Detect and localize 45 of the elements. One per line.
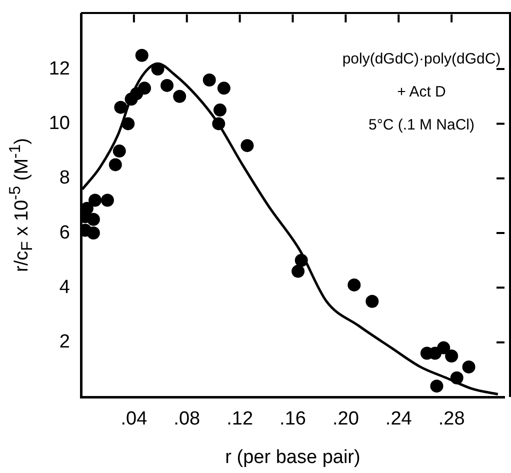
point (138, 82, 152, 95)
annotation: 5°C (.1 M NaCl) (368, 116, 475, 134)
annotation: poly(dGdC)·poly(dGdC) (342, 50, 501, 68)
point (112, 144, 126, 158)
point (213, 104, 226, 117)
point (292, 264, 305, 278)
y-tick-label: 4 (59, 276, 70, 298)
point (81, 202, 94, 215)
point (348, 278, 361, 292)
point (160, 78, 174, 92)
point (108, 158, 122, 172)
point (122, 117, 135, 130)
y-tick-label: 2 (59, 332, 70, 353)
x-tick-label: .16 (280, 408, 306, 430)
point (240, 139, 254, 152)
point (151, 62, 164, 76)
point (450, 371, 464, 384)
point (294, 254, 308, 267)
point (88, 194, 102, 207)
x-tick-label: .28 (438, 408, 465, 430)
point (173, 90, 186, 103)
point (430, 380, 444, 393)
point (86, 212, 100, 226)
point (445, 350, 458, 363)
point (100, 194, 114, 207)
x-tick-label: .08 (174, 408, 200, 430)
point (135, 48, 148, 62)
x-tick-label: .12 (226, 408, 254, 430)
x-tick-label: .24 (385, 408, 412, 430)
y-tick-label: 12 (48, 58, 70, 80)
x-tick-label: .20 (332, 408, 359, 430)
point (202, 73, 216, 86)
x-axis-title: r (per base pair) (225, 446, 360, 468)
point (114, 100, 128, 114)
x-tick-label: .04 (120, 408, 148, 430)
point (86, 226, 100, 240)
y-tick-label: 6 (59, 222, 70, 244)
point (366, 294, 379, 308)
y-tick-label: 8 (59, 168, 70, 189)
annotation: + Act D (397, 84, 446, 101)
y-tick-label: 10 (48, 112, 70, 134)
point (437, 341, 450, 354)
point (217, 82, 230, 95)
point (462, 360, 476, 374)
point (212, 117, 226, 130)
